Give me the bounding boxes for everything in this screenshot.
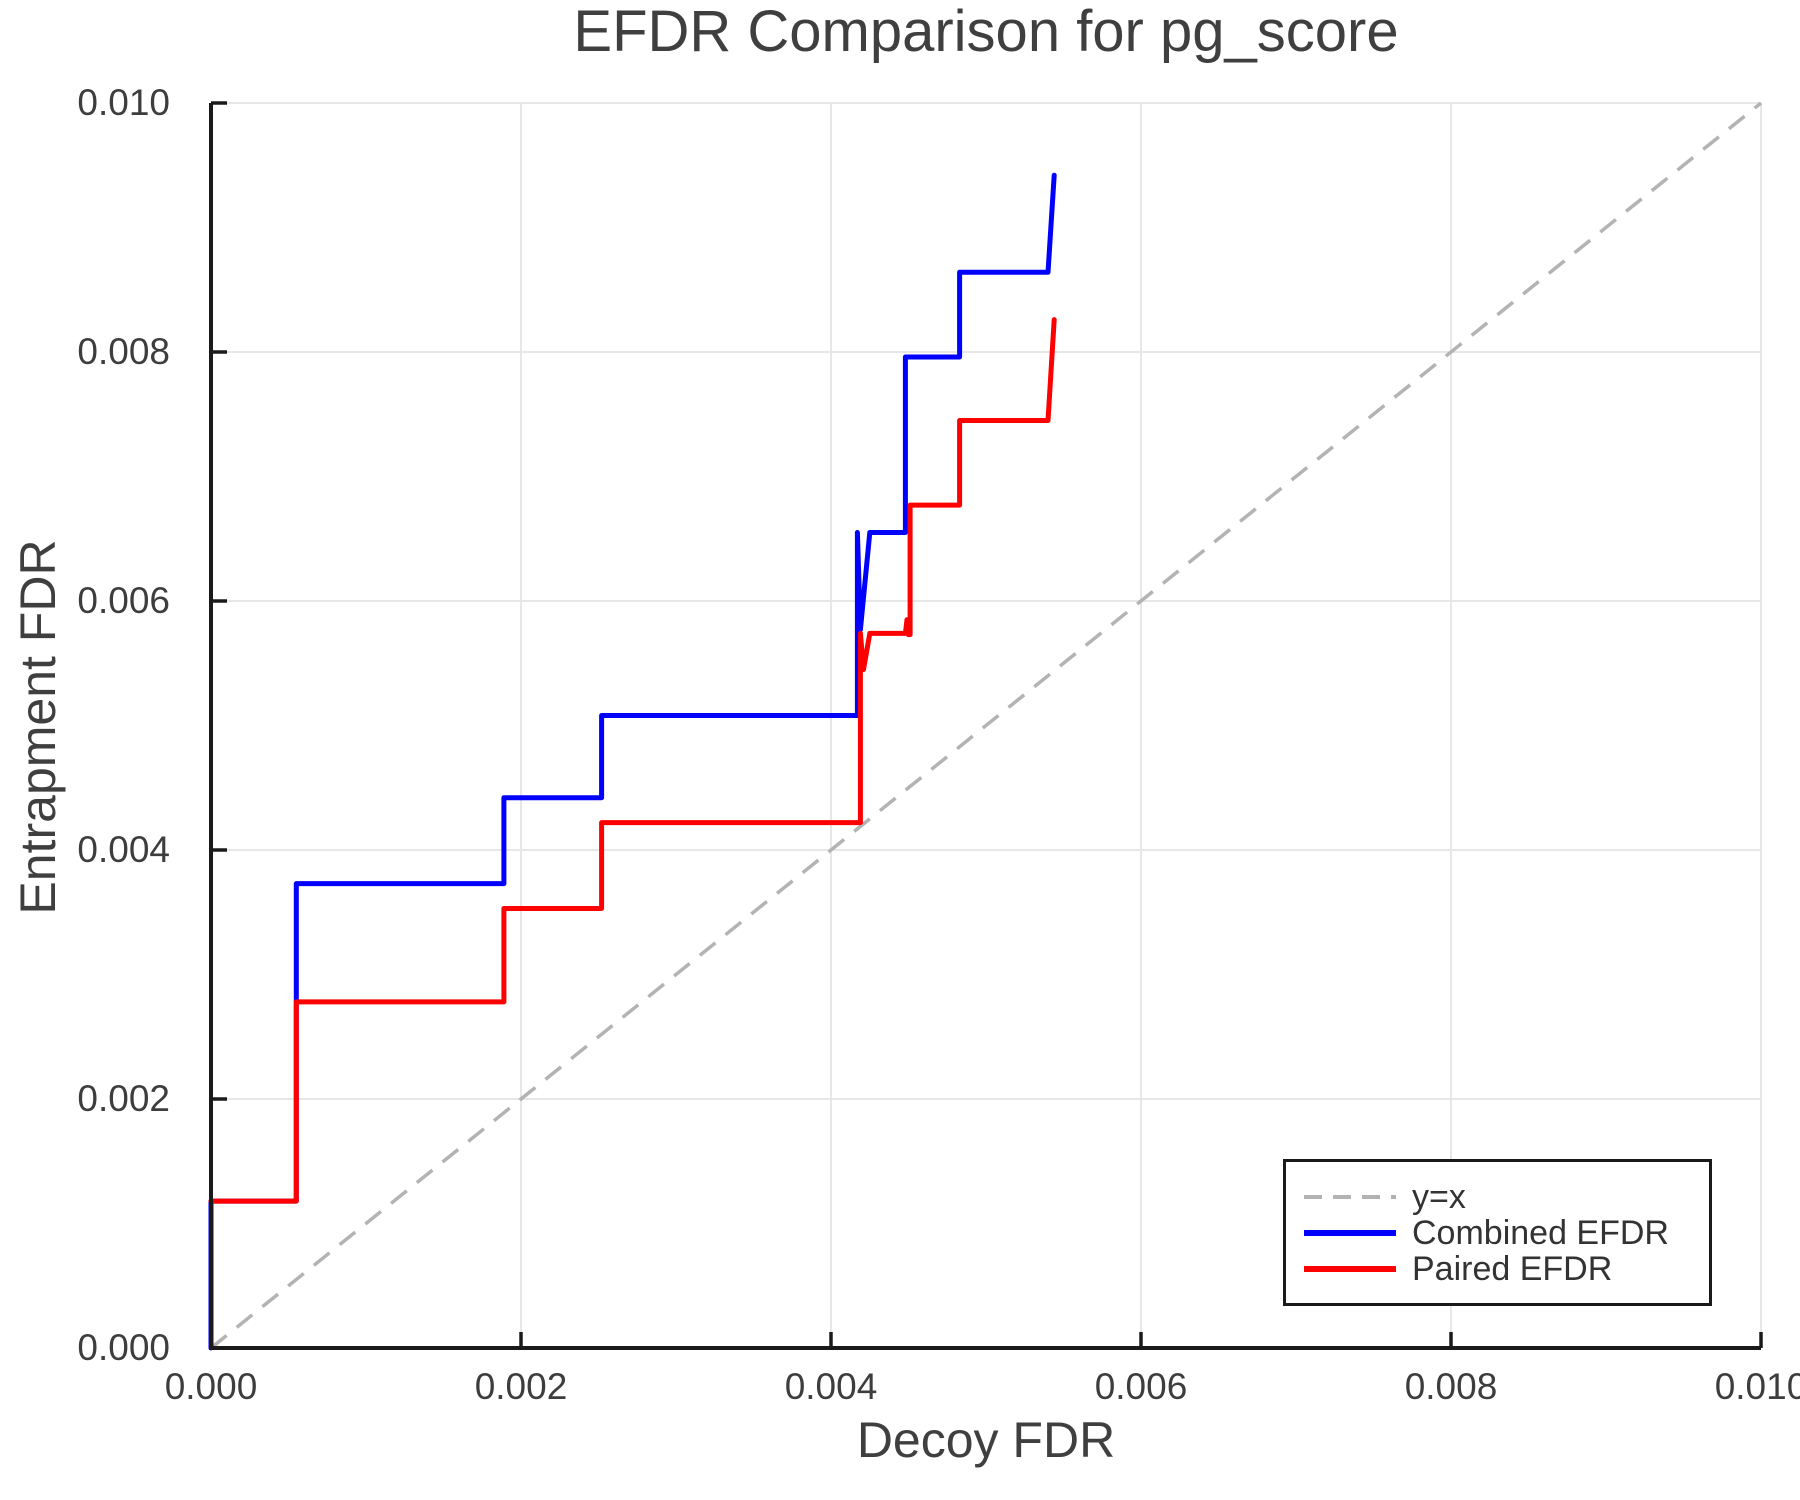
legend: y=x Combined EFDR Paired EFDR — [1283, 1159, 1712, 1306]
reference-line-y-equals-x — [209, 101, 1763, 1350]
x-tick-label: 0.008 — [1404, 1366, 1498, 1407]
y-tick-label: 0.008 — [77, 331, 170, 372]
legend-label-combined-efdr: Combined EFDR — [1412, 1213, 1669, 1252]
legend-item-yx: y=x — [1304, 1179, 1709, 1215]
dashed-line-swatch-icon — [1304, 1194, 1396, 1199]
chart-title: EFDR Comparison for pg_score — [573, 0, 1399, 64]
legend-label-paired-efdr: Paired EFDR — [1412, 1249, 1613, 1288]
legend-item-combined-efdr: Combined EFDR — [1304, 1215, 1709, 1251]
blue-line-swatch-icon — [1304, 1229, 1396, 1236]
series-line-paired-efdr — [208, 317, 1057, 1204]
y-tick-label: 0.006 — [77, 580, 170, 621]
legend-item-paired-efdr: Paired EFDR — [1304, 1251, 1709, 1287]
x-axis-label: Decoy FDR — [856, 1412, 1116, 1468]
red-line-swatch-icon — [1304, 1265, 1396, 1272]
x-tick-label: 0.002 — [474, 1366, 568, 1407]
y-tick-label: 0.010 — [77, 82, 170, 123]
x-tick-label: 0.004 — [784, 1366, 878, 1407]
series-line-combined-efdr — [208, 172, 1057, 1351]
x-tick-label: 0.006 — [1094, 1366, 1188, 1407]
x-tick-label: 0.010 — [1714, 1366, 1800, 1407]
y-tick-label: 0.000 — [77, 1327, 170, 1368]
y-tick-label: 0.002 — [77, 1078, 170, 1119]
legend-label-yx: y=x — [1412, 1177, 1466, 1216]
y-tick-label: 0.004 — [77, 829, 170, 870]
x-tick-label: 0.000 — [164, 1366, 258, 1407]
